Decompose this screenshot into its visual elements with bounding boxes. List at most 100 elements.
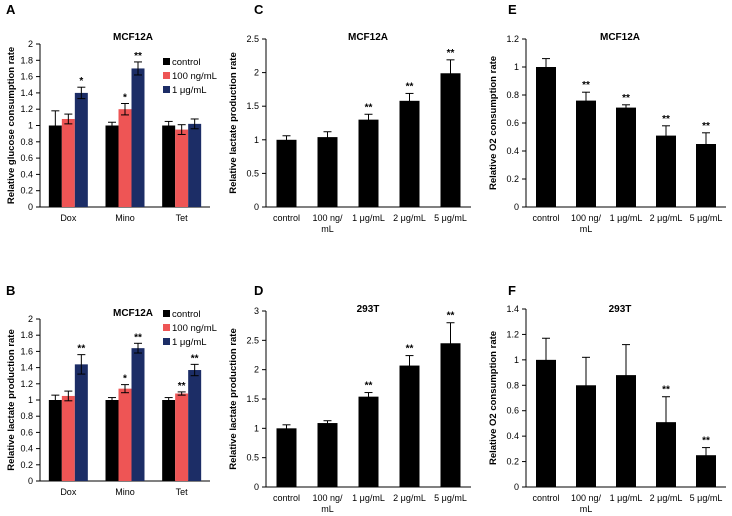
y-tick-label: 1.5 (246, 101, 259, 111)
y-axis-label: Relative lactate production rate (6, 329, 17, 470)
y-tick-label: 2.5 (246, 34, 259, 44)
x-tick-label: control (273, 213, 300, 223)
significance-marker: * (79, 76, 83, 87)
y-tick-label: 0.6 (20, 427, 33, 437)
y-tick-label: 1 (514, 355, 519, 365)
y-tick-label: 0.5 (246, 453, 259, 463)
x-tick-label: 100 ng/mL (312, 493, 343, 514)
panel-letter: A (6, 2, 16, 17)
y-axis-label: Relative O2 consumption rate (488, 331, 499, 465)
chart-panel-c: C MCF12A Relative lactate production rate 0… (228, 2, 471, 234)
bar-100-ng-ml (118, 388, 132, 481)
significance-marker: ** (662, 385, 670, 396)
significance-marker: ** (134, 51, 142, 62)
legend-swatch (163, 86, 170, 93)
legend-label: control (172, 57, 201, 68)
bar (616, 107, 636, 207)
bar-100-ng-ml (61, 395, 75, 481)
y-tick-label: 1.2 (20, 104, 33, 114)
y-tick-label: 2 (254, 68, 259, 78)
significance-marker: ** (134, 332, 142, 343)
x-tick-label-line: 100 ng/ (571, 493, 602, 503)
chart-title: MCF12A (113, 32, 153, 43)
y-tick-label: 2 (28, 39, 33, 49)
y-tick-label: 1.4 (20, 363, 33, 373)
legend-swatch (163, 338, 170, 345)
significance-marker: ** (406, 81, 414, 92)
x-tick-label: 100 ng/mL (312, 213, 343, 234)
chart-panel-f: F 293T Relative O2 consumption rate 0 0.2 0.4… (488, 283, 726, 514)
significance-marker: ** (622, 93, 630, 104)
y-axis-label: Relative O2 consumption rate (488, 56, 499, 190)
x-tick-label: Tet (176, 487, 189, 497)
x-tick-label-line: 100 ng/ (571, 213, 602, 223)
chart-panel-d: D 293T Relative lactate production rate 0 0.… (228, 283, 471, 514)
legend-label: control (172, 309, 201, 320)
bar (440, 343, 461, 487)
y-tick-label: 2 (254, 365, 259, 375)
bar-control (48, 125, 62, 207)
y-tick-label: 1 (28, 395, 33, 405)
bar-100-ng-ml (175, 393, 189, 481)
bar (576, 385, 596, 487)
legend-swatch (163, 58, 170, 65)
y-tick-label: 0.2 (20, 186, 33, 196)
bar (358, 396, 379, 487)
chart-title: 293T (609, 304, 632, 315)
y-tick-label: 1 (254, 135, 259, 145)
bar-1-g-ml (131, 348, 145, 481)
x-tick-label: Mino (115, 487, 135, 497)
significance-marker: ** (365, 381, 373, 392)
x-tick-label-line: 100 ng/ (312, 213, 343, 223)
y-tick-label: 1.5 (246, 394, 259, 404)
legend-label: 1 μg/mL (172, 85, 207, 96)
bar (276, 428, 297, 487)
x-tick-label: 5 μg/mL (434, 213, 467, 223)
y-tick-label: 1.2 (506, 34, 519, 44)
significance-marker: ** (447, 48, 455, 59)
y-tick-label: 1.2 (20, 379, 33, 389)
x-tick-label: 2 μg/mL (650, 213, 683, 223)
panel-letter: D (254, 283, 263, 298)
y-tick-label: 1.4 (506, 304, 519, 314)
significance-marker: ** (77, 344, 85, 355)
x-tick-label: 5 μg/mL (690, 493, 723, 503)
bar-1-g-ml (188, 123, 202, 207)
x-tick-label-line: mL (321, 224, 334, 234)
y-tick-label: 1.6 (20, 72, 33, 82)
x-tick-label: 5 μg/mL (434, 493, 467, 503)
bar-100-ng-ml (118, 109, 132, 207)
x-tick-label: 2 μg/mL (393, 213, 426, 223)
y-tick-label: 1 (514, 62, 519, 72)
y-tick-label: 0.4 (506, 146, 519, 156)
y-tick-label: 0.8 (20, 137, 33, 147)
bar (536, 359, 556, 487)
y-tick-label: 0.6 (506, 406, 519, 416)
y-tick-label: 0 (28, 476, 33, 486)
bar (656, 422, 676, 487)
bar-control (162, 400, 176, 481)
bar (276, 139, 297, 207)
x-tick-label: 100 ng/mL (571, 493, 602, 514)
x-tick-label: 5 μg/mL (690, 213, 723, 223)
y-tick-label: 3 (254, 306, 259, 316)
bar-control (162, 125, 176, 207)
y-axis-label: Relative lactate production rate (228, 328, 239, 469)
x-tick-label-line: mL (580, 224, 593, 234)
x-tick-label: 1 μg/mL (352, 493, 385, 503)
x-tick-label: 1 μg/mL (610, 213, 643, 223)
y-tick-label: 0.4 (506, 431, 519, 441)
significance-marker: ** (582, 80, 590, 91)
legend-swatch (163, 72, 170, 79)
bar-1-g-ml (74, 92, 88, 207)
y-tick-label: 0 (28, 202, 33, 212)
y-tick-label: 1.8 (20, 55, 33, 65)
bar (440, 73, 461, 207)
legend-label: 100 ng/mL (172, 71, 217, 82)
significance-marker: ** (447, 311, 455, 322)
x-tick-label: Tet (176, 213, 189, 223)
bar-control (105, 125, 119, 207)
bar (536, 67, 556, 207)
